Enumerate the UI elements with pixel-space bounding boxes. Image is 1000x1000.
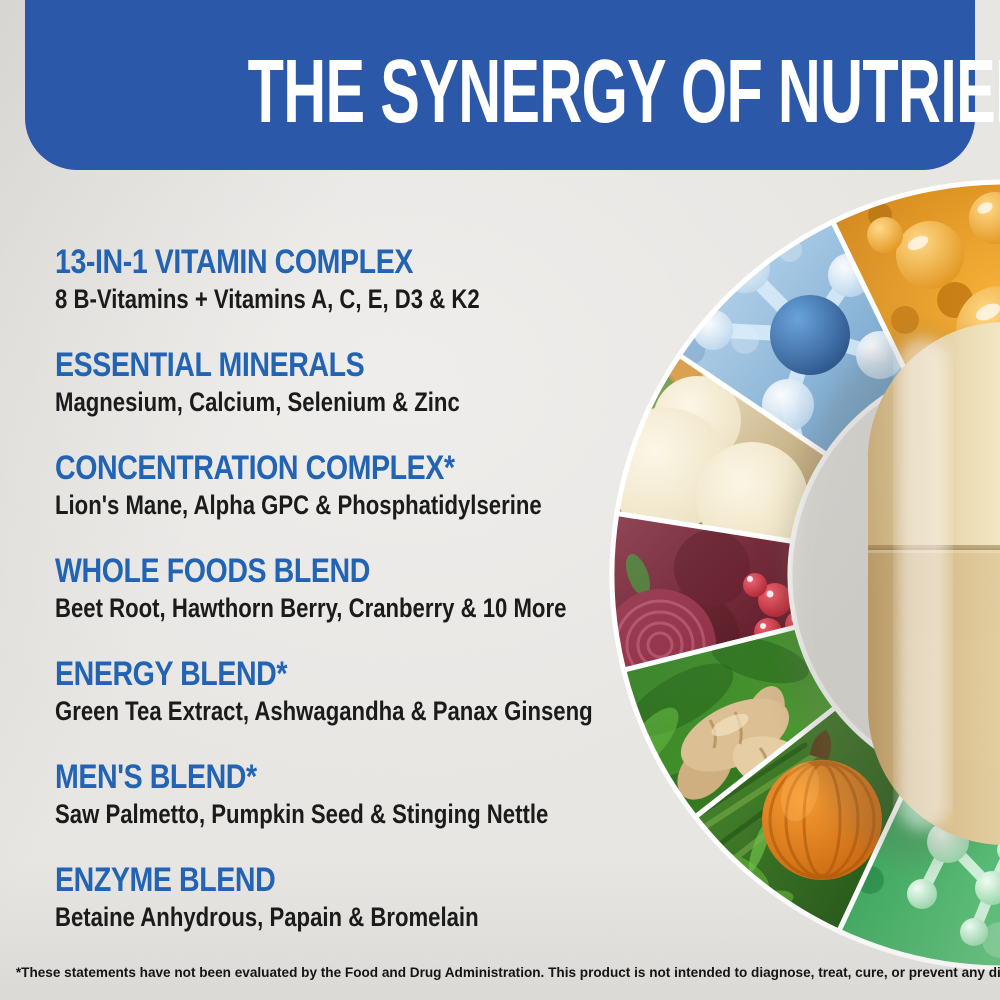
- section-mens-blend: MEN'S BLEND* Saw Palmetto, Pumpkin Seed …: [55, 757, 711, 831]
- section-detail: Lion's Mane, Alpha GPC & Phosphatidylser…: [55, 488, 711, 522]
- section-heading: ESSENTIAL MINERALS: [55, 345, 711, 385]
- page-title: THE SYNERGY OF NUTRIENTS: [25, 47, 1000, 137]
- fda-disclaimer-text: *These statements have not been evaluate…: [15, 964, 1000, 980]
- section-heading: ENZYME BLEND: [55, 860, 711, 900]
- section-detail-text: Saw Palmetto, Pumpkin Seed & Stinging Ne…: [55, 799, 549, 829]
- nutrient-sections-list: 13-IN-1 VITAMIN COMPLEX 8 B-Vitamins + V…: [55, 242, 711, 963]
- section-heading-text: 13-IN-1 VITAMIN COMPLEX: [55, 243, 413, 281]
- fda-disclaimer: *These statements have not been evaluate…: [0, 962, 1000, 982]
- section-heading-text: CONCENTRATION COMPLEX*: [55, 449, 455, 487]
- section-essential-minerals: ESSENTIAL MINERALS Magnesium, Calcium, S…: [55, 345, 711, 419]
- section-heading-text: ENZYME BLEND: [55, 861, 276, 899]
- section-heading: 13-IN-1 VITAMIN COMPLEX: [55, 242, 711, 282]
- section-heading: MEN'S BLEND*: [55, 757, 711, 797]
- section-detail-text: Betaine Anhydrous, Papain & Bromelain: [55, 902, 479, 932]
- section-detail-text: Beet Root, Hawthorn Berry, Cranberry & 1…: [55, 593, 567, 623]
- section-detail: Green Tea Extract, Ashwagandha & Panax G…: [55, 694, 711, 728]
- section-heading-text: WHOLE FOODS BLEND: [55, 552, 370, 590]
- section-detail: 8 B-Vitamins + Vitamins A, C, E, D3 & K2: [55, 282, 711, 316]
- section-detail: Magnesium, Calcium, Selenium & Zinc: [55, 385, 711, 419]
- section-heading: WHOLE FOODS BLEND: [55, 551, 711, 591]
- section-detail: Saw Palmetto, Pumpkin Seed & Stinging Ne…: [55, 797, 711, 831]
- section-enzyme-blend: ENZYME BLEND Betaine Anhydrous, Papain &…: [55, 860, 711, 934]
- section-detail-text: Lion's Mane, Alpha GPC & Phosphatidylser…: [55, 490, 542, 520]
- section-energy-blend: ENERGY BLEND* Green Tea Extract, Ashwaga…: [55, 654, 711, 728]
- section-heading: ENERGY BLEND*: [55, 654, 711, 694]
- section-detail: Beet Root, Hawthorn Berry, Cranberry & 1…: [55, 591, 711, 625]
- title-banner: THE SYNERGY OF NUTRIENTS: [25, 0, 1000, 170]
- section-detail: Betaine Anhydrous, Papain & Bromelain: [55, 900, 711, 934]
- section-detail-text: Magnesium, Calcium, Selenium & Zinc: [55, 387, 460, 417]
- section-concentration-complex: CONCENTRATION COMPLEX* Lion's Mane, Alph…: [55, 448, 711, 522]
- capsule-image: [783, 322, 1000, 865]
- section-heading-text: MEN'S BLEND*: [55, 758, 257, 796]
- page-title-text: THE SYNERGY OF NUTRIENTS: [247, 42, 1000, 142]
- section-heading: CONCENTRATION COMPLEX*: [55, 448, 711, 488]
- capsule-highlight: [898, 338, 948, 830]
- section-vitamin-complex: 13-IN-1 VITAMIN COMPLEX 8 B-Vitamins + V…: [55, 242, 711, 316]
- section-heading-text: ENERGY BLEND*: [55, 655, 288, 693]
- section-whole-foods-blend: WHOLE FOODS BLEND Beet Root, Hawthorn Be…: [55, 551, 711, 625]
- section-detail-text: 8 B-Vitamins + Vitamins A, C, E, D3 & K2: [55, 284, 480, 314]
- section-heading-text: ESSENTIAL MINERALS: [55, 346, 365, 384]
- section-detail-text: Green Tea Extract, Ashwagandha & Panax G…: [55, 696, 593, 726]
